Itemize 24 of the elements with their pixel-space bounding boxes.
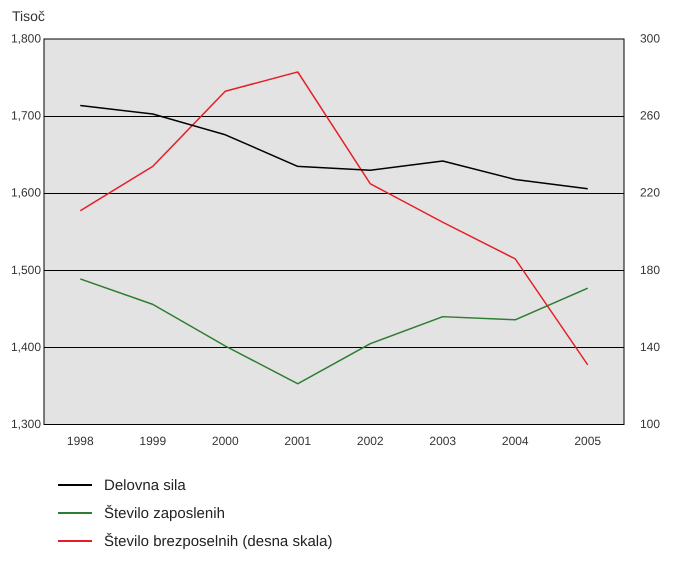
y2-tick-label: 140 [640, 340, 660, 354]
x-tick-label: 2002 [356, 434, 384, 448]
legend-label: Delovna sila [104, 476, 186, 494]
x-tick-label: 1999 [139, 434, 166, 448]
x-tick-label: 2004 [502, 434, 529, 448]
legend-label: Število zaposlenih [104, 504, 225, 522]
y2-tick-label: 300 [640, 32, 660, 46]
y-axis-title: Tisoč [12, 8, 46, 24]
y2-tick-label: 220 [640, 186, 660, 200]
legend-label: Število brezposelnih (desna skala) [104, 532, 332, 550]
y2-tick-label: 260 [640, 108, 660, 123]
y-tick-label: 1,600 [11, 186, 42, 200]
y-tick-label: 1,500 [11, 262, 42, 277]
x-tick-label: 2001 [284, 434, 312, 448]
x-tick-label: 1998 [66, 434, 94, 448]
x-tick-label: 2000 [212, 434, 239, 448]
y2-tick-label: 100 [640, 416, 660, 431]
x-tick-label: 2005 [574, 434, 602, 448]
y-tick-label: 1,800 [11, 32, 42, 46]
y-tick-label: 1,400 [11, 340, 42, 354]
y-tick-label: 1,700 [11, 108, 42, 123]
y-tick-label: 1,300 [11, 416, 42, 431]
x-tick-label: 2003 [429, 434, 456, 448]
y2-tick-label: 180 [640, 262, 660, 277]
